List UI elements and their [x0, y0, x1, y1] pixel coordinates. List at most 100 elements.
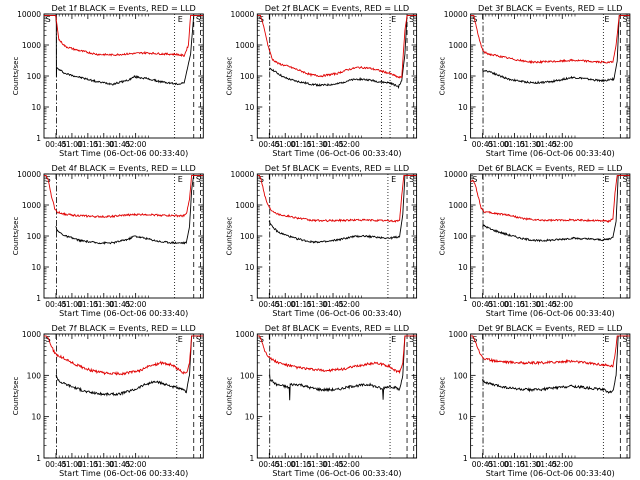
x-tick-label: 00:45	[258, 300, 280, 309]
plot-frame	[470, 173, 631, 299]
y-axis-label: Counts/sec	[12, 57, 20, 96]
plot-title: Det 7f BLACK = Events, RED = LLD	[51, 323, 195, 333]
x-tick-label: 02:00	[125, 300, 147, 309]
x-tick-label: 01:15	[504, 140, 526, 149]
x-tick-label: 01:30	[520, 300, 542, 309]
series-events	[268, 14, 417, 90]
x-tick-label: 01:15	[290, 140, 312, 149]
y-tick-label: 1000	[22, 330, 41, 339]
x-axis-label: Start Time (06-Oct-06 00:33:40)	[59, 469, 188, 478]
x-tick-label: 00:45	[258, 140, 280, 149]
y-axis-label: Counts/sec	[225, 217, 233, 256]
marker-letter: E	[178, 15, 183, 24]
y-tick-label: 100	[453, 371, 468, 380]
series-lld	[470, 174, 630, 224]
series-events	[268, 174, 417, 244]
x-tick-label: 01:30	[93, 460, 115, 469]
y-axis-label: Counts/sec	[439, 217, 447, 256]
y-axis-label: Counts/sec	[12, 217, 20, 256]
y-axis-label: Counts/sec	[12, 377, 20, 416]
series-events	[55, 335, 204, 397]
y-tick-label: 100	[240, 232, 255, 241]
marker-letter: E	[178, 335, 183, 344]
y-tick-label: 100	[240, 72, 255, 81]
subplot-det-7: Det 7f BLACK = Events, RED = LLD 1 10 100 10…	[12, 323, 204, 478]
x-tick-label: 01:30	[520, 460, 542, 469]
y-tick-label: 1000	[22, 201, 41, 210]
series-events	[481, 335, 630, 394]
y-tick-label: 1	[36, 134, 41, 143]
x-axis-label: Start Time (06-Oct-06 00:33:40)	[59, 309, 188, 318]
marker-letter: E	[391, 15, 396, 24]
y-tick-label: 1	[463, 294, 468, 303]
x-tick-label: 02:00	[551, 300, 573, 309]
x-tick-label: 01:45	[109, 300, 131, 309]
plot-title: Det 4f BLACK = Events, RED = LLD	[51, 163, 195, 173]
y-tick-label: 1000	[235, 201, 254, 210]
marker-letter: E	[604, 15, 609, 24]
x-tick-label: 01:30	[306, 460, 328, 469]
y-tick-label: 1000	[235, 330, 254, 339]
y-tick-label: 10	[458, 103, 468, 112]
x-tick-label: 01:45	[536, 300, 558, 309]
marker-letter: S	[46, 335, 51, 344]
x-tick-label: 02:00	[551, 460, 573, 469]
subplot-det-6: Det 6f BLACK = Events, RED = LLD 1 10 100 10…	[439, 163, 631, 318]
y-tick-label: 100	[27, 232, 42, 241]
y-tick-label: 1	[250, 294, 255, 303]
marker-letter: S	[409, 335, 414, 344]
x-tick-label: 01:45	[536, 140, 558, 149]
y-tick-label: 10	[31, 103, 41, 112]
series-events	[44, 14, 204, 86]
subplot-det-1: Det 1f BLACK = Events, RED = LLD 1 10 100 10…	[12, 3, 204, 158]
x-tick-label: 02:00	[338, 140, 360, 149]
x-tick-label: 01:15	[77, 300, 99, 309]
x-tick-label: 01:15	[77, 460, 99, 469]
subplot-det-3: Det 3f BLACK = Events, RED = LLD 1 10 100 10…	[439, 3, 631, 158]
y-tick-label: 1	[36, 294, 41, 303]
y-tick-label: 10	[31, 263, 41, 272]
x-tick-label: 00:45	[45, 460, 67, 469]
y-tick-label: 1000	[22, 41, 41, 50]
y-tick-label: 1	[250, 454, 255, 463]
x-axis-label: Start Time (06-Oct-06 00:33:40)	[272, 149, 401, 158]
series-lld	[44, 14, 204, 58]
x-tick-label: 01:15	[504, 460, 526, 469]
x-tick-label: 00:45	[472, 460, 494, 469]
plot-title: Det 1f BLACK = Events, RED = LLD	[51, 3, 195, 13]
marker-letter: S	[196, 175, 201, 184]
y-tick-label: 100	[453, 72, 468, 81]
x-tick-label: 01:00	[61, 300, 83, 309]
subplot-det-4: Det 4f BLACK = Events, RED = LLD 1 10 100 10…	[12, 163, 204, 318]
marker-letter: E	[391, 335, 396, 344]
x-tick-label: 01:45	[322, 140, 344, 149]
x-tick-label: 01:00	[488, 460, 510, 469]
x-tick-label: 01:00	[488, 300, 510, 309]
subplot-det-9: Det 9f BLACK = Events, RED = LLD 1 10 100 10…	[439, 323, 631, 478]
x-axis-label: Start Time (06-Oct-06 00:33:40)	[486, 469, 615, 478]
x-tick-label: 01:30	[520, 140, 542, 149]
x-tick-label: 01:45	[322, 300, 344, 309]
x-axis-label: Start Time (06-Oct-06 00:33:40)	[272, 469, 401, 478]
plot-title: Det 6f BLACK = Events, RED = LLD	[478, 163, 622, 173]
x-tick-label: 01:30	[306, 300, 328, 309]
marker-letter: S	[622, 335, 627, 344]
marker-letter: S	[196, 335, 201, 344]
marker-letter: E	[604, 335, 609, 344]
x-tick-label: 00:45	[472, 140, 494, 149]
x-axis-label: Start Time (06-Oct-06 00:33:40)	[486, 149, 615, 158]
y-tick-label: 10	[245, 263, 255, 272]
plot-frame	[256, 173, 418, 299]
series-lld	[257, 335, 417, 375]
x-tick-label: 02:00	[551, 140, 573, 149]
x-axis-label: Start Time (06-Oct-06 00:33:40)	[59, 149, 188, 158]
marker-letter: E	[391, 175, 396, 184]
y-tick-label: 100	[27, 72, 42, 81]
series-lld	[470, 14, 630, 64]
series-events	[482, 14, 630, 85]
x-tick-label: 01:15	[290, 460, 312, 469]
y-tick-label: 10000	[230, 10, 254, 19]
y-tick-label: 1000	[449, 330, 468, 339]
series-events	[55, 174, 204, 245]
